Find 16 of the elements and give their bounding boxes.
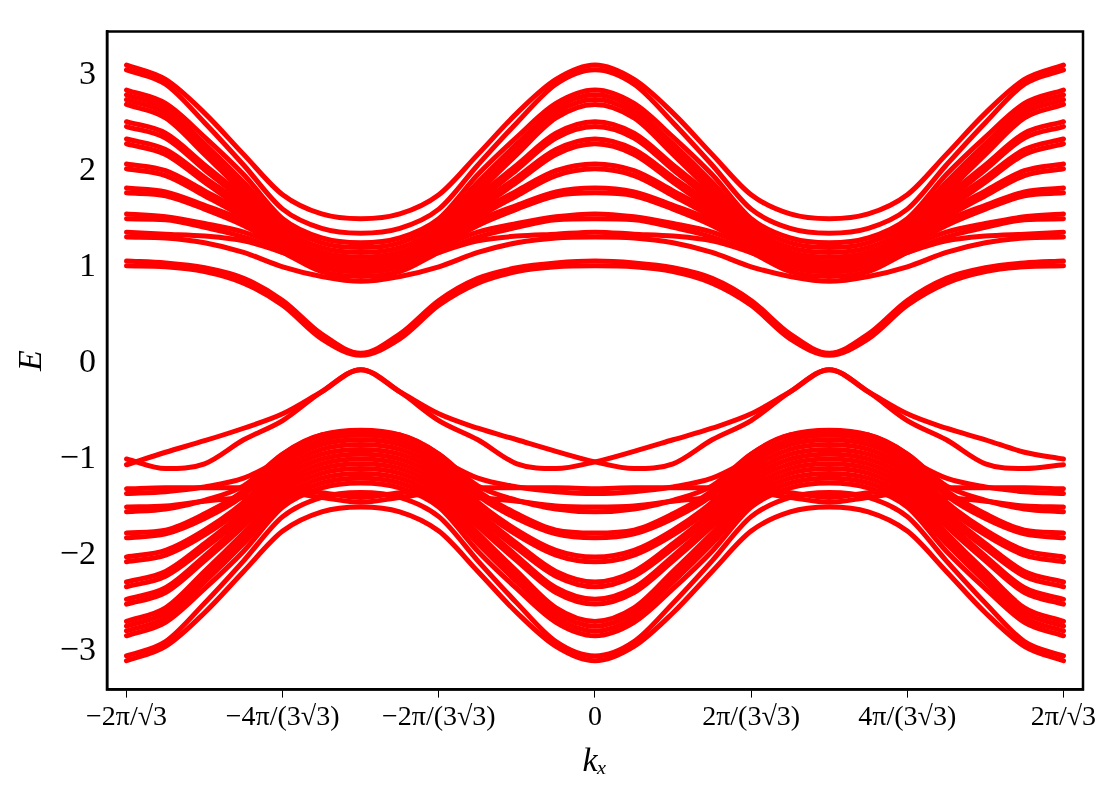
x-tick-label: 4π/(3√3) [858,699,957,731]
y-tick-label: −2 [59,534,96,571]
x-tick-label: 2π/(3√3) [702,699,801,731]
x-tick-label: 2π/√3 [1030,699,1097,731]
x-tick-label: −4π/(3√3) [225,699,340,731]
y-tick-label: 2 [78,149,96,187]
y-tick-label: 0 [78,341,96,379]
x-tick-label: 0 [587,699,602,731]
y-tick-label: −1 [59,437,96,475]
x-tick-label: −2π/√3 [85,699,168,731]
y-tick-label: 1 [78,245,96,283]
x-tick-label: −2π/(3√3) [381,699,496,731]
y-axis-title: E [11,349,49,372]
y-tick-label: −3 [59,630,96,668]
x-axis-title: kₓ [582,740,608,778]
y-tick-label: 3 [78,53,96,91]
